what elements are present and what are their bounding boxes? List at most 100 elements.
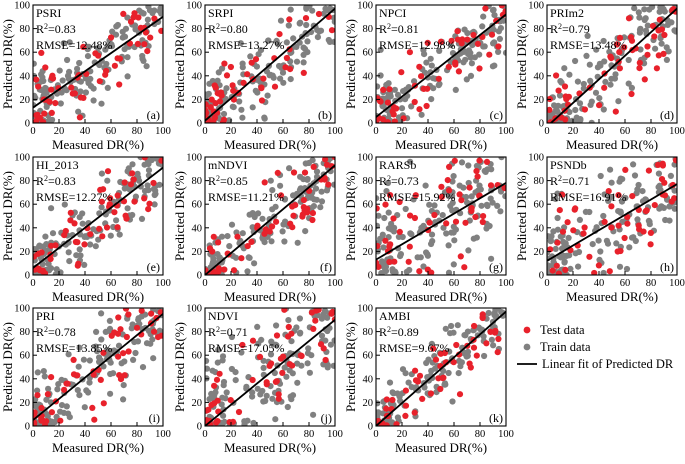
test-point <box>627 34 635 41</box>
train-point <box>98 170 105 177</box>
train-point <box>49 230 57 237</box>
x-tick-label: 60 <box>278 126 289 137</box>
test-point <box>120 10 127 17</box>
test-point <box>239 341 246 349</box>
train-point <box>646 221 653 228</box>
train-point <box>603 237 611 244</box>
test-point <box>555 87 562 94</box>
train-point <box>575 248 583 256</box>
test-point <box>80 43 87 51</box>
test-point <box>376 259 380 266</box>
train-point <box>671 187 677 194</box>
x-tick-label: 60 <box>106 429 117 440</box>
test-point <box>591 269 598 275</box>
train-point <box>442 325 449 332</box>
test-point <box>70 356 77 363</box>
train-point <box>230 104 237 111</box>
train-point <box>326 38 333 46</box>
y-tick-label: 80 <box>363 176 374 187</box>
train-point <box>220 406 227 413</box>
test-point <box>495 43 502 50</box>
test-point <box>223 72 231 79</box>
test-point <box>71 90 78 97</box>
test-point <box>96 78 103 85</box>
train-point <box>476 325 484 333</box>
plot-area <box>33 157 163 275</box>
train-point <box>617 175 624 182</box>
train-point <box>655 170 663 177</box>
test-point <box>471 322 478 330</box>
train-point <box>279 228 286 235</box>
train-point <box>228 221 236 228</box>
test-point <box>212 84 219 91</box>
x-tick-label: 80 <box>475 278 486 289</box>
train-point <box>450 173 457 180</box>
train-point <box>264 92 271 99</box>
test-point <box>261 179 268 186</box>
y-tick-label: 60 <box>20 351 31 362</box>
train-point <box>405 379 412 386</box>
test-point <box>487 182 495 189</box>
test-point <box>302 15 310 22</box>
train-point <box>552 245 559 252</box>
panel-npci: 0 20 40 60 80 100 0 20 40 60 80 100 Measured DR(%) Pr… <box>343 1 514 153</box>
train-point <box>73 252 80 259</box>
y-tick-label: 60 <box>534 48 545 59</box>
test-point <box>382 237 389 244</box>
train-point <box>471 54 478 61</box>
train-point <box>658 5 665 10</box>
train-point <box>312 185 320 192</box>
train-point <box>257 47 265 54</box>
train-point <box>324 364 331 371</box>
x-tick-label: 100 <box>669 278 685 289</box>
test-point <box>289 362 296 369</box>
test-point <box>432 356 440 363</box>
test-point <box>547 246 554 253</box>
train-point <box>251 213 258 221</box>
x-tick-label: 0 <box>544 126 549 137</box>
y-tick-label: 40 <box>192 223 203 234</box>
train-point <box>463 76 470 83</box>
train-point <box>601 58 608 65</box>
train-point <box>406 266 413 274</box>
plot-frame <box>204 4 336 124</box>
train-point <box>496 35 503 43</box>
test-point <box>275 391 282 398</box>
plot-frame <box>546 4 678 124</box>
test-point <box>227 63 234 71</box>
test-point <box>115 330 122 337</box>
test-point <box>317 341 325 348</box>
train-point <box>269 72 276 79</box>
fit-line <box>547 183 677 262</box>
test-point <box>114 224 121 231</box>
test-point <box>382 201 389 208</box>
train-point <box>124 54 131 61</box>
train-point <box>376 195 380 202</box>
y-tick-label: 0 <box>25 271 30 282</box>
train-point <box>593 46 600 53</box>
test-point <box>322 157 329 163</box>
test-point <box>581 106 589 113</box>
rmse-value: RMSE=15.92% <box>379 190 455 204</box>
test-point <box>214 397 221 404</box>
test-point <box>406 243 413 250</box>
train-point <box>418 224 425 231</box>
train-point <box>149 336 156 343</box>
y-axis-label: Predicted DR(%) <box>172 171 187 261</box>
test-point <box>47 255 54 263</box>
train-point <box>589 241 596 248</box>
train-point <box>157 5 163 12</box>
train-point <box>615 98 622 105</box>
train-point <box>400 88 407 95</box>
train-point <box>302 228 309 235</box>
test-point <box>111 209 118 216</box>
x-tick-label: 80 <box>132 126 143 137</box>
train-point <box>281 238 288 245</box>
train-point <box>121 33 129 40</box>
test-point <box>547 106 553 113</box>
train-point <box>64 56 71 64</box>
train-point <box>281 196 288 203</box>
train-point <box>81 261 88 268</box>
test-point <box>227 397 234 404</box>
train-point <box>572 106 579 114</box>
